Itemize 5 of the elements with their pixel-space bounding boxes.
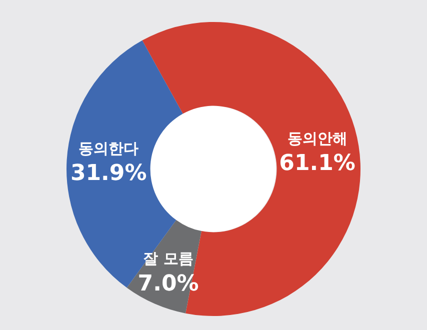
slice-label: 잘 모름	[143, 250, 194, 268]
data-label: 31.9%	[70, 161, 147, 186]
slice-label: 동의한다	[78, 139, 139, 158]
slice-label: 동의안해	[287, 129, 348, 148]
data-label: 61.1%	[279, 151, 356, 176]
